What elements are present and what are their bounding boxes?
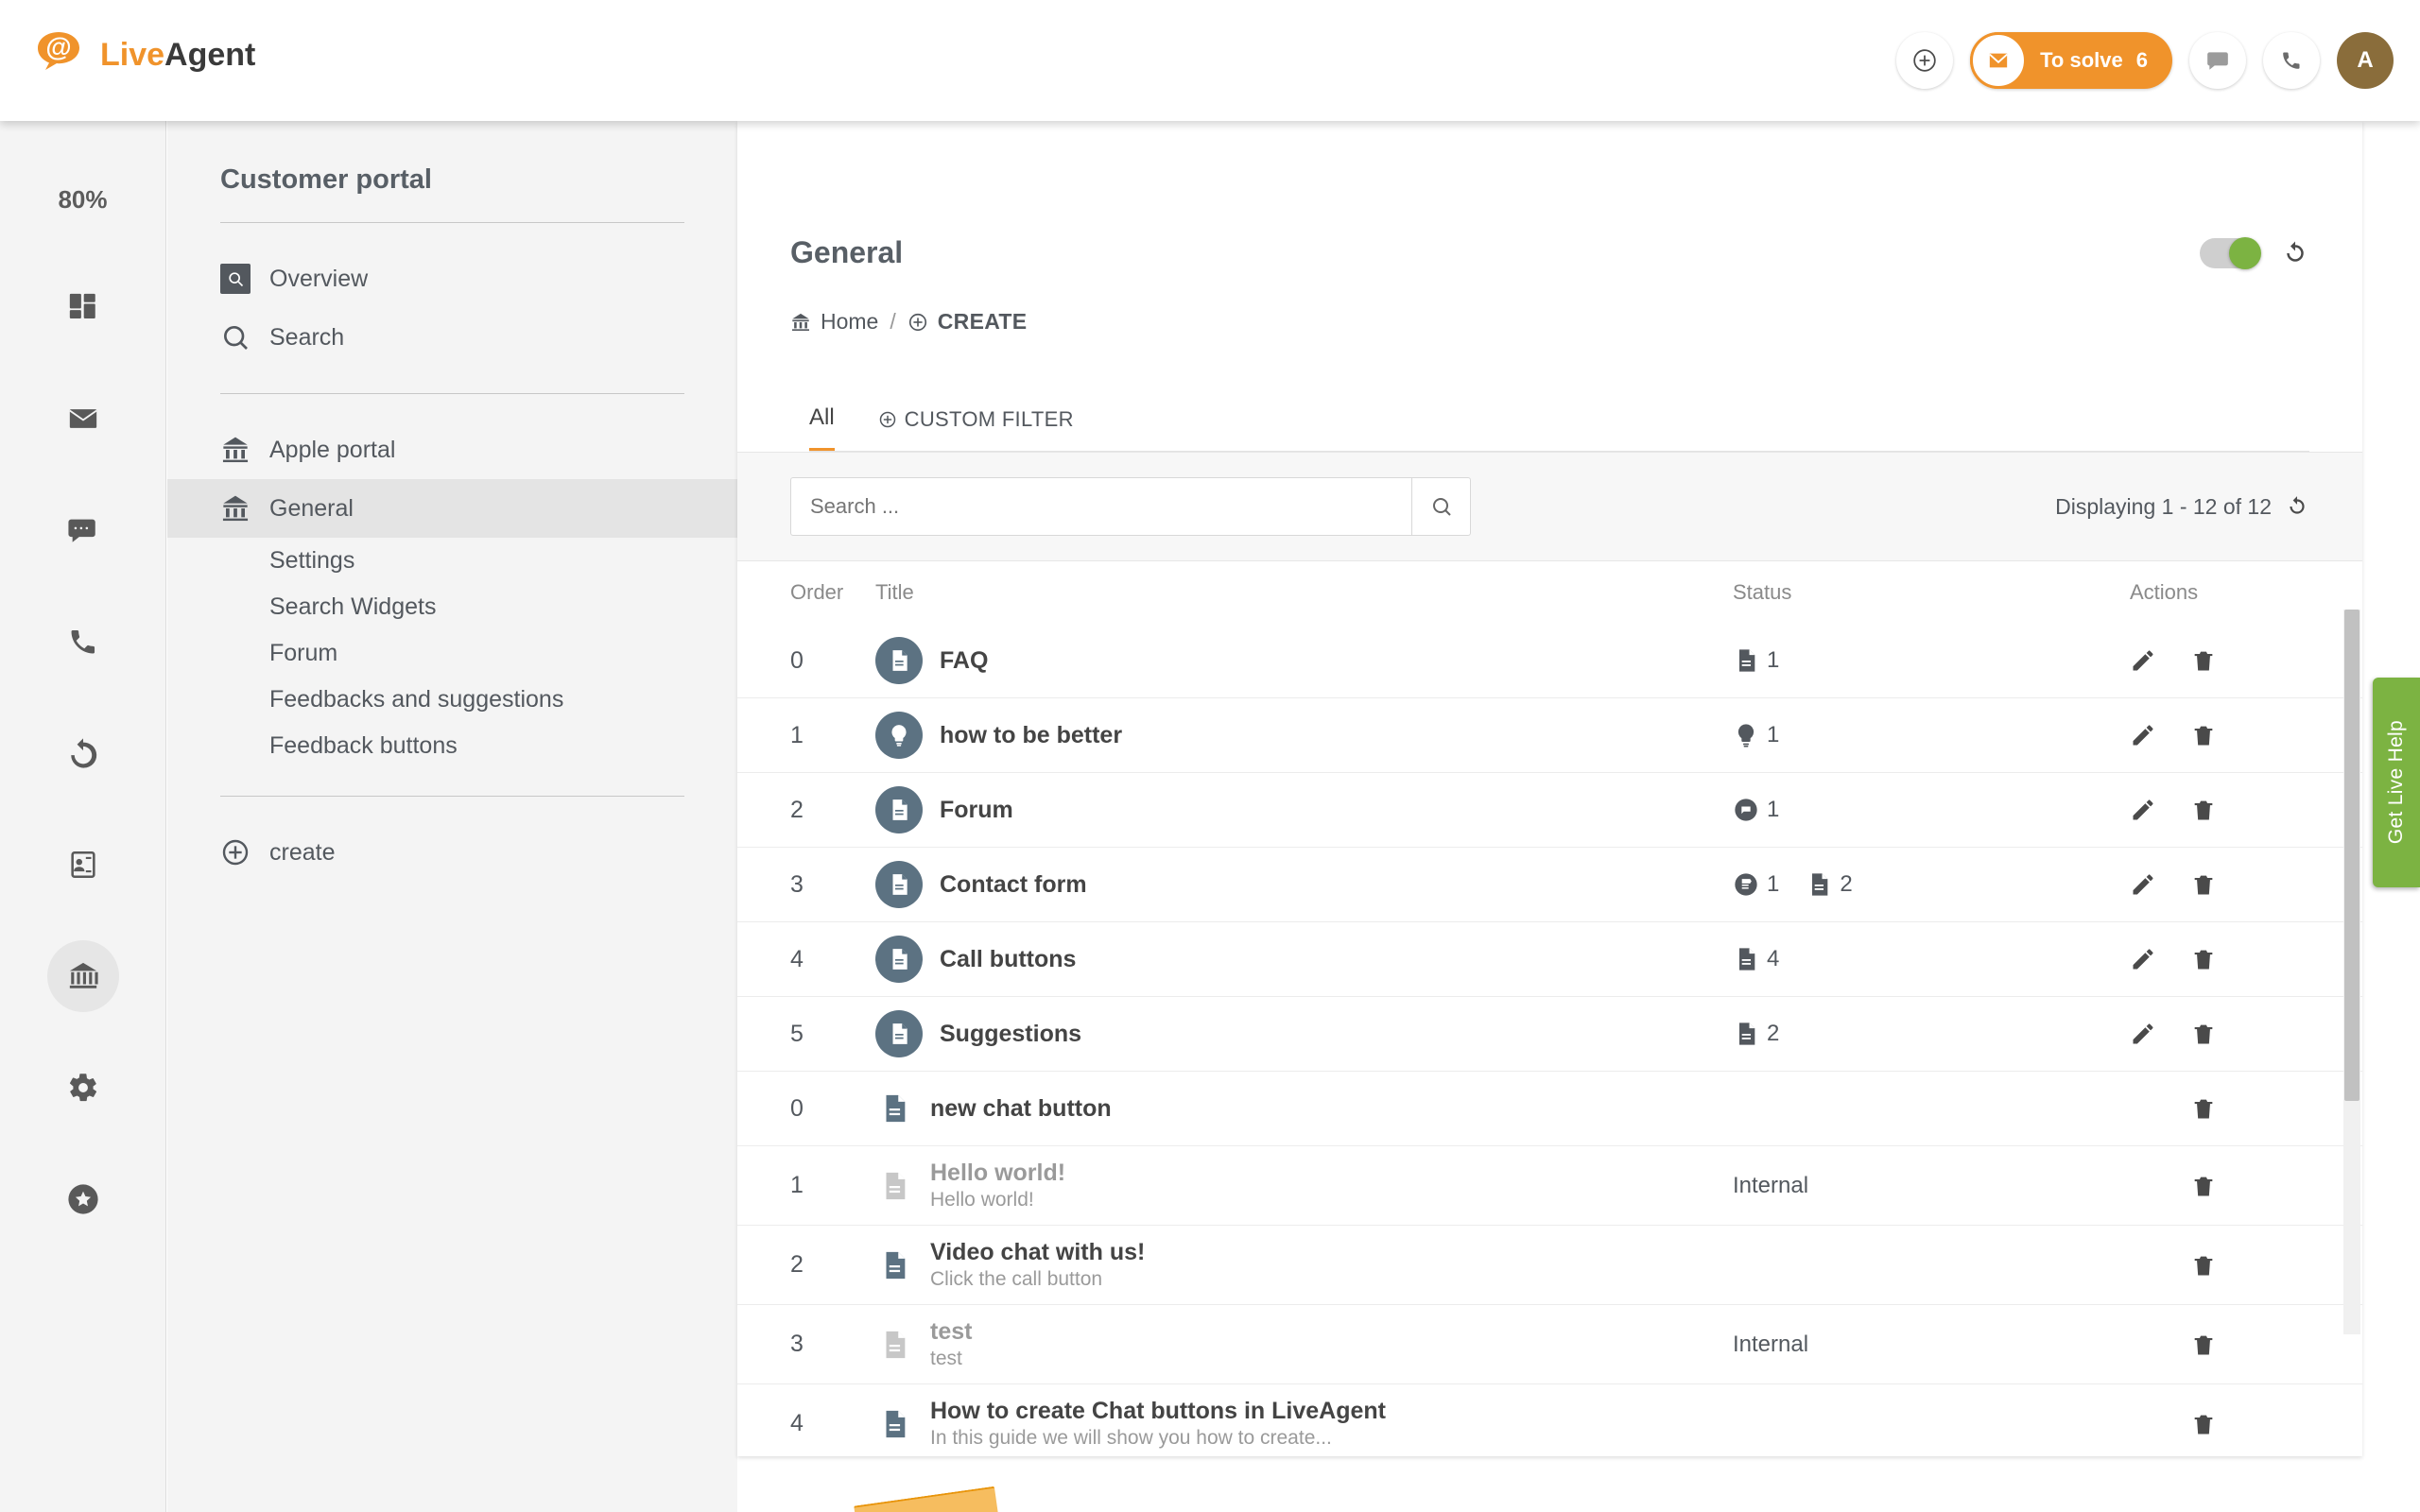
svg-text:@: @ [45,32,71,61]
